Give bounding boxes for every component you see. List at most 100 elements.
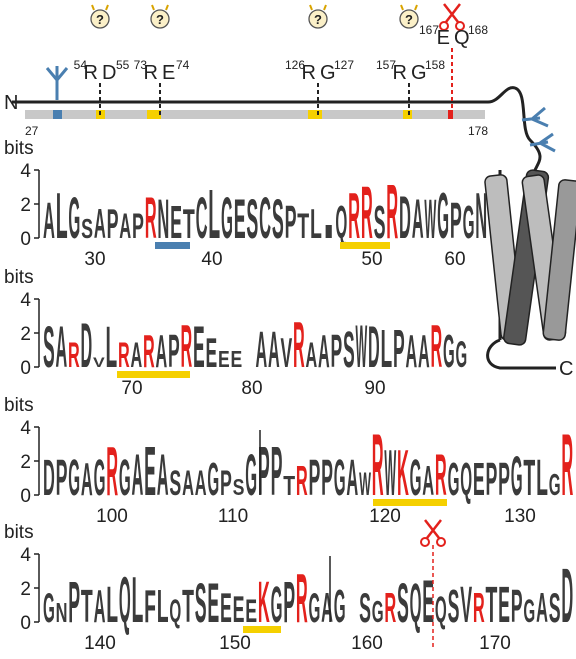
logo-letter: A <box>412 188 424 251</box>
logo-letter: G <box>207 455 219 506</box>
logo-letter: Q <box>335 198 347 249</box>
icon-handles <box>92 5 108 10</box>
logo-letter: A <box>94 582 106 633</box>
site-num: 158 <box>425 58 445 72</box>
logo-letter: R <box>118 337 130 375</box>
logo-letter: Q <box>410 572 422 635</box>
logo-letter: N <box>56 598 68 629</box>
x-tick-label: 150 <box>219 633 251 654</box>
icon-text: ? <box>314 12 322 27</box>
logo-letter: S <box>246 188 258 251</box>
y-axis-label: bits <box>4 395 34 416</box>
site-aa: R <box>84 62 98 84</box>
logo-letter: G <box>94 449 106 506</box>
site-num: 127 <box>334 58 354 72</box>
logo-letter: S <box>272 188 284 251</box>
logo-letter: A <box>182 465 194 503</box>
logo-letter: S <box>43 314 55 380</box>
site-aa: R <box>393 62 407 84</box>
logo-letter: E <box>218 346 230 372</box>
x-tick-label: 90 <box>364 378 385 399</box>
logo-letter: R <box>384 585 396 632</box>
logo-letter: W <box>356 314 368 381</box>
logo-letter: A <box>418 327 430 378</box>
c-label: C <box>559 358 573 380</box>
logo-letter: A <box>318 327 330 378</box>
y-tick-label: 4 <box>20 161 31 182</box>
logo-letter: G <box>410 449 422 506</box>
x-tick-label: 40 <box>201 249 222 270</box>
y-axis-label: bits <box>4 522 34 543</box>
logo-letter: R <box>296 458 308 505</box>
logo-letter: P <box>331 327 343 378</box>
logo-letter: L <box>132 563 144 636</box>
logo-letter: P <box>393 320 405 380</box>
logo-letter: A <box>43 192 55 249</box>
logo-letter: G <box>463 198 475 249</box>
logo-letter: P <box>168 327 180 378</box>
y-tick-label: 4 <box>20 290 31 311</box>
site-aa: E <box>437 27 450 49</box>
logo-letter: E <box>233 588 245 630</box>
logo-letter: R <box>296 559 308 637</box>
logo-letter: T <box>523 449 535 506</box>
logo-letter: A <box>132 442 144 508</box>
logo-letter: L <box>310 201 322 248</box>
logo-letter: A <box>81 455 93 506</box>
motif-bar <box>243 626 281 633</box>
logo-letter: S <box>374 198 386 249</box>
n-label: N <box>4 92 18 114</box>
logo-letter: R <box>181 314 193 381</box>
logo-letter: P <box>68 569 80 635</box>
x-tick-label: 50 <box>361 249 382 270</box>
glycosite <box>53 110 62 119</box>
icon-text: ? <box>405 12 413 27</box>
logo-letter: D <box>399 185 411 252</box>
logo-letter: T <box>486 576 498 633</box>
x-tick-label: 130 <box>504 506 536 527</box>
x-tick-label: 100 <box>96 506 128 527</box>
x-tick-label: 120 <box>369 506 401 527</box>
logo-letter: A <box>321 585 333 632</box>
scissors-handle <box>421 538 429 546</box>
logo-letter: G <box>511 445 523 508</box>
logo-letter: R <box>386 168 398 255</box>
logo-letter: S <box>81 214 93 245</box>
logo-letter: S <box>397 572 409 635</box>
logo-letter: E <box>498 576 510 633</box>
logo-letter: R <box>435 442 447 508</box>
linker <box>488 88 540 170</box>
logo-letter: R <box>106 432 118 510</box>
x-tick-label: 30 <box>84 249 105 270</box>
logo-letter: R <box>145 185 157 251</box>
x-tick-label: 140 <box>84 633 116 654</box>
logo-letter: G <box>372 595 384 629</box>
logo-letter: P <box>486 455 498 506</box>
logo-letter: D <box>81 310 93 381</box>
logo-letter: C <box>196 185 208 251</box>
logo-letter: G <box>119 449 131 506</box>
site-num: 55 <box>116 58 130 72</box>
x-tick-label: 80 <box>241 378 262 399</box>
logo-letter: L <box>381 320 393 380</box>
motif-bar <box>155 242 190 249</box>
icon-text: ? <box>156 12 164 27</box>
logo-letter: N <box>475 179 487 252</box>
y-tick-label: 2 <box>20 324 31 345</box>
logo-letter: S <box>169 465 181 503</box>
logo-letter: E <box>234 188 246 251</box>
logo-letter: R <box>473 585 485 632</box>
logo-letter: V <box>281 330 293 377</box>
icon-handles <box>152 5 168 10</box>
logo-letter: K <box>258 569 270 635</box>
logo-letter: A <box>268 321 280 378</box>
logo-letter: E <box>220 585 232 632</box>
x-tick-label: 110 <box>218 506 248 527</box>
logo-letter: P <box>271 432 283 510</box>
scissors-handle <box>437 538 445 546</box>
site-aa: D <box>102 62 116 84</box>
x-tick-label: 70 <box>121 378 142 399</box>
logo-letter: A <box>56 314 68 380</box>
logo-letter: N <box>157 188 169 251</box>
logo-letter: T <box>297 208 309 246</box>
